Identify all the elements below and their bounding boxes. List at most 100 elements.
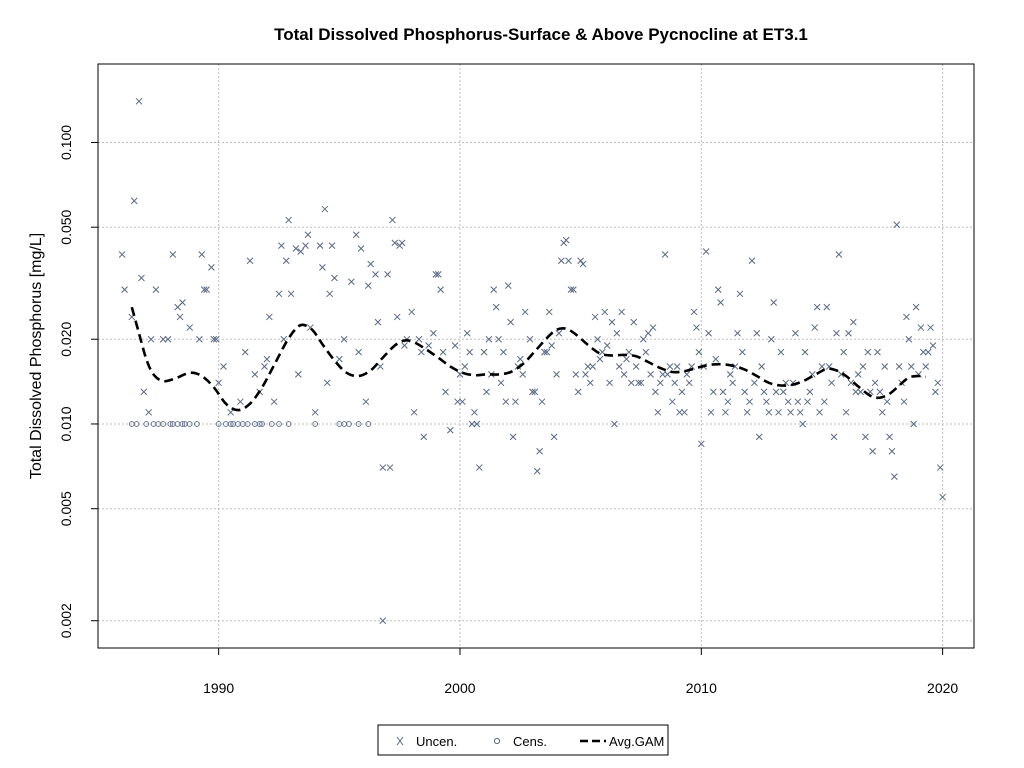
uncensored-point (666, 363, 674, 370)
uncensored-point (755, 433, 763, 441)
uncensored-point (688, 363, 696, 370)
uncensored-point (770, 299, 778, 306)
uncensored-point (420, 433, 428, 441)
uncensored-point (596, 355, 604, 363)
uncensored-point (251, 371, 259, 378)
uncensored-point (932, 388, 939, 396)
uncensored-point (854, 371, 862, 378)
chart-title: Total Dissolved Phosphorus-Surface & Abo… (274, 25, 808, 44)
uncensored-point (475, 464, 483, 471)
uncensored-point (179, 299, 186, 306)
uncensored-point (480, 348, 488, 356)
uncensored-point (917, 324, 925, 331)
legend-uncen-symbol (396, 736, 404, 746)
gam-line-layer (130, 306, 926, 412)
uncensored-point (878, 408, 886, 416)
uncensored-point (526, 335, 534, 343)
censored-point (285, 421, 292, 427)
uncensored-point (176, 313, 184, 321)
uncensored-point (434, 271, 442, 278)
y-tick-label: 0.005 (58, 491, 74, 526)
data-points (118, 97, 946, 625)
uncensored-point (451, 342, 459, 349)
uncensored-point (379, 617, 387, 625)
uncensored-point (615, 363, 623, 370)
uncensored-point (367, 260, 375, 268)
uncensored-point (492, 303, 500, 311)
uncensored-point (200, 286, 208, 294)
uncensored-point (147, 335, 155, 343)
uncensored-point (811, 324, 819, 331)
uncensored-point (649, 324, 657, 331)
censored-point (160, 421, 167, 427)
uncensored-point (929, 342, 937, 349)
uncensored-point (502, 398, 510, 406)
uncensored-point (516, 355, 524, 363)
censored-point (244, 421, 251, 427)
uncensored-point (362, 398, 370, 406)
uncensored-point (379, 464, 387, 471)
uncensored-point (555, 329, 563, 337)
uncensored-point (722, 408, 729, 416)
uncensored-point (627, 379, 635, 387)
legend: Uncen. Cens. Avg.GAM (377, 724, 669, 756)
censored-point (186, 421, 193, 427)
uncensored-point (787, 408, 794, 416)
legend-box (377, 724, 669, 756)
uncensored-point (864, 348, 872, 356)
uncensored-point (509, 433, 517, 441)
uncensored-point (869, 447, 876, 455)
uncensored-point (859, 363, 867, 370)
axis-ticks: 1990 2000 2010 2020 0.002 0.005 0.010 0.020 0.05… (58, 125, 958, 696)
uncensored-point (707, 408, 715, 416)
uncensored-point (664, 371, 671, 378)
uncensored-point (642, 348, 650, 356)
uncensored-point (847, 379, 855, 387)
uncensored-point (473, 420, 481, 428)
uncensored-point (654, 408, 662, 416)
uncensored-point (765, 408, 773, 416)
uncensored-point (574, 388, 582, 396)
uncensored-point (647, 371, 654, 378)
uncensored-point (729, 379, 737, 387)
uncensored-point (145, 408, 153, 416)
uncensored-point (741, 388, 749, 396)
uncensored-point (594, 335, 601, 343)
uncensored-point (623, 355, 630, 363)
uncensored-point (485, 335, 493, 343)
uncensored-point (210, 335, 218, 343)
uncensored-point (589, 363, 597, 370)
uncensored-point (685, 379, 693, 387)
uncensored-point (833, 329, 840, 337)
uncensored-point (418, 348, 425, 356)
uncensored-point (483, 388, 490, 396)
uncensored-point (261, 363, 268, 370)
x-tick-label: 2010 (686, 680, 717, 696)
uncensored-point (736, 290, 744, 298)
uncensored-point (668, 398, 676, 406)
uncensored-point (471, 408, 478, 416)
uncensored-point (738, 348, 746, 356)
uncensored-point (644, 329, 652, 337)
uncensored-point (553, 371, 560, 378)
y-tick-label: 0.020 (58, 322, 74, 357)
uncensored-point (169, 251, 177, 258)
uncensored-point (796, 408, 804, 416)
uncensored-point (135, 97, 143, 105)
uncensored-point (340, 335, 348, 343)
censored-point (365, 421, 372, 427)
uncensored-point (130, 197, 138, 205)
uncensored-point (570, 286, 577, 294)
uncensored-point (401, 342, 408, 349)
uncensored-point (837, 371, 845, 378)
uncensored-point (801, 348, 809, 356)
censored-point (256, 421, 263, 427)
x-tick-label: 2000 (444, 680, 475, 696)
uncensored-point (118, 251, 126, 258)
uncensored-point (751, 379, 758, 387)
uncensored-point (637, 379, 645, 387)
uncensored-point (828, 379, 835, 387)
uncensored-point (780, 388, 787, 396)
uncensored-point (461, 363, 469, 370)
censored-point (179, 421, 186, 427)
